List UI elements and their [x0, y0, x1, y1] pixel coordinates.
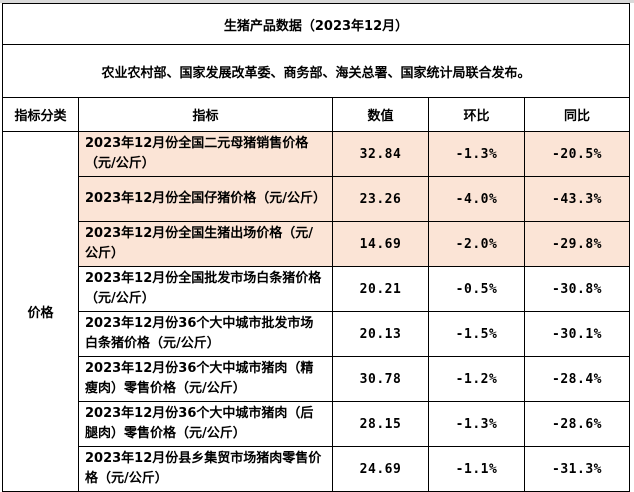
indicator-cell[interactable]: 2023年12月份36个大中城市猪肉（精瘦肉）零售价格（元/公斤） — [78, 356, 333, 402]
table-row: 2023年12月份全国批发市场白条猪价格（元/公斤） 20.21 -0.5% -… — [3, 266, 631, 312]
yoy-cell[interactable]: -30.1% — [523, 311, 631, 357]
yoy-cell[interactable]: -20.5% — [523, 131, 631, 177]
header-indicator[interactable]: 指标 — [78, 97, 333, 132]
column-gridline-top — [0, 0, 634, 3]
indicator-cell[interactable]: 2023年12月份全国批发市场白条猪价格（元/公斤） — [78, 266, 333, 312]
mom-cell[interactable]: -0.5% — [428, 266, 525, 312]
value-cell[interactable]: 32.84 — [332, 131, 429, 177]
value-cell[interactable]: 20.21 — [332, 266, 429, 312]
indicator-cell[interactable]: 2023年12月份36个大中城市批发市场白条猪价格（元/公斤） — [78, 311, 333, 357]
yoy-cell[interactable]: -28.4% — [523, 356, 631, 402]
table-row: 2023年12月份县乡集贸市场猪肉零售价格（元/公斤） 24.69 -1.1% … — [3, 446, 631, 492]
indicator-cell[interactable]: 2023年12月份36个大中城市猪肉（后腿肉）零售价格（元/公斤） — [78, 401, 333, 447]
table-row: 价格 2023年12月份全国二元母猪销售价格（元/公斤） 32.84 -1.3%… — [2, 131, 631, 492]
indicator-cell[interactable]: 2023年12月份全国二元母猪销售价格（元/公斤） — [78, 131, 333, 177]
mom-cell[interactable]: -1.5% — [428, 311, 525, 357]
indicator-cell[interactable]: 2023年12月份全国生猪出场价格（元/公斤） — [78, 221, 333, 267]
value-cell[interactable]: 20.13 — [332, 311, 429, 357]
value-cell[interactable]: 30.78 — [332, 356, 429, 402]
pig-product-data-table: 生猪产品数据（2023年12月） 农业农村部、国家发展改革委、商务部、海关总署、… — [1, 3, 631, 492]
table-title[interactable]: 生猪产品数据（2023年12月） — [1, 3, 631, 45]
table-row: 2023年12月份全国生猪出场价格（元/公斤） 14.69 -2.0% -29.… — [3, 221, 631, 267]
value-cell[interactable]: 24.69 — [332, 446, 429, 492]
indicator-cell[interactable]: 2023年12月份全国仔猪价格（元/公斤） — [78, 176, 333, 222]
mom-cell[interactable]: -1.3% — [428, 131, 525, 177]
value-cell[interactable]: 14.69 — [332, 221, 429, 267]
table-row: 2023年12月份36个大中城市猪肉（精瘦肉）零售价格（元/公斤） 30.78 … — [3, 356, 631, 402]
source-note[interactable]: 农业农村部、国家发展改革委、商务部、海关总署、国家统计局联合发布。 — [1, 44, 631, 98]
yoy-cell[interactable]: -28.6% — [523, 401, 631, 447]
value-cell[interactable]: 23.26 — [332, 176, 429, 222]
yoy-cell[interactable]: -43.3% — [523, 176, 631, 222]
category-cell-price[interactable]: 价格 — [2, 131, 79, 492]
header-row: 指标分类 指标 数值 环比 同比 — [2, 97, 631, 132]
mom-cell[interactable]: -4.0% — [428, 176, 525, 222]
mom-cell[interactable]: -1.1% — [428, 446, 525, 492]
header-value[interactable]: 数值 — [332, 97, 429, 132]
value-cell[interactable]: 28.15 — [332, 401, 429, 447]
header-category[interactable]: 指标分类 — [2, 97, 79, 132]
indicator-cell[interactable]: 2023年12月份县乡集贸市场猪肉零售价格（元/公斤） — [78, 446, 333, 492]
yoy-cell[interactable]: -29.8% — [523, 221, 631, 267]
table-row: 2023年12月份36个大中城市批发市场白条猪价格（元/公斤） 20.13 -1… — [3, 311, 631, 357]
yoy-cell[interactable]: -31.3% — [523, 446, 631, 492]
header-mom[interactable]: 环比 — [428, 97, 525, 132]
table-row: 2023年12月份36个大中城市猪肉（后腿肉）零售价格（元/公斤） 28.15 … — [3, 401, 631, 447]
mom-cell[interactable]: -1.2% — [428, 356, 525, 402]
yoy-cell[interactable]: -30.8% — [523, 266, 631, 312]
mom-cell[interactable]: -2.0% — [428, 221, 525, 267]
table-row: 2023年12月份全国仔猪价格（元/公斤） 23.26 -4.0% -43.3% — [3, 176, 631, 222]
header-yoy[interactable]: 同比 — [523, 97, 631, 132]
mom-cell[interactable]: -1.3% — [428, 401, 525, 447]
